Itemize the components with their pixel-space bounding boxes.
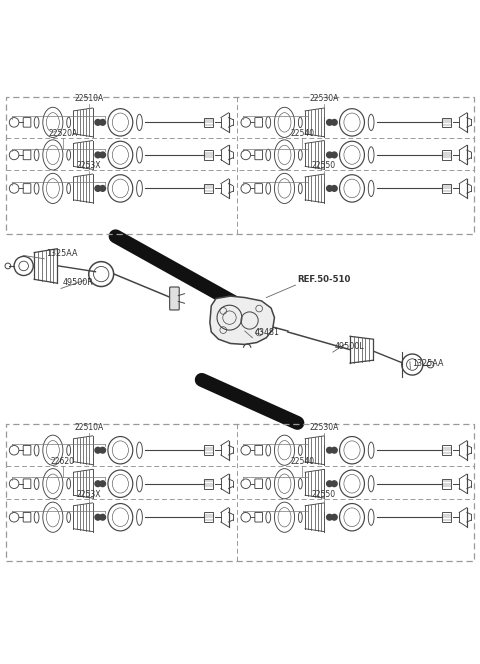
Text: 22550: 22550 — [312, 489, 336, 499]
Text: 43481: 43481 — [254, 328, 279, 337]
Text: 2253X: 2253X — [77, 161, 101, 170]
Polygon shape — [210, 296, 275, 345]
Text: 49500R: 49500R — [63, 278, 94, 288]
Circle shape — [326, 515, 332, 520]
Text: 22520A: 22520A — [48, 129, 78, 137]
Text: REF.50-510: REF.50-510 — [298, 275, 351, 284]
Circle shape — [95, 448, 101, 453]
Circle shape — [326, 481, 332, 487]
Circle shape — [100, 448, 106, 453]
Circle shape — [331, 481, 337, 487]
Circle shape — [326, 448, 332, 453]
FancyBboxPatch shape — [169, 287, 179, 310]
Text: 49500L: 49500L — [335, 342, 364, 351]
Circle shape — [331, 185, 337, 191]
Circle shape — [100, 515, 106, 520]
Text: 22510A: 22510A — [74, 423, 104, 432]
Circle shape — [326, 120, 332, 125]
Text: 22550: 22550 — [312, 161, 336, 170]
Text: 22530A: 22530A — [309, 94, 338, 103]
Circle shape — [331, 120, 337, 125]
Text: 22530A: 22530A — [309, 423, 338, 432]
Text: 1325AA: 1325AA — [412, 359, 444, 368]
Circle shape — [95, 152, 101, 158]
Circle shape — [326, 152, 332, 158]
Circle shape — [100, 152, 106, 158]
Text: 2253X: 2253X — [77, 489, 101, 499]
Text: 1325AA: 1325AA — [46, 249, 78, 258]
Circle shape — [100, 185, 106, 191]
Circle shape — [331, 152, 337, 158]
Circle shape — [100, 481, 106, 487]
Circle shape — [331, 515, 337, 520]
Circle shape — [95, 515, 101, 520]
Circle shape — [326, 185, 332, 191]
Text: 22510A: 22510A — [74, 94, 104, 103]
Text: 22540: 22540 — [290, 457, 314, 466]
Text: 22540: 22540 — [290, 129, 314, 137]
Circle shape — [95, 481, 101, 487]
Circle shape — [331, 448, 337, 453]
Text: 22620: 22620 — [51, 457, 75, 466]
Circle shape — [100, 120, 106, 125]
Circle shape — [95, 120, 101, 125]
Circle shape — [95, 185, 101, 191]
